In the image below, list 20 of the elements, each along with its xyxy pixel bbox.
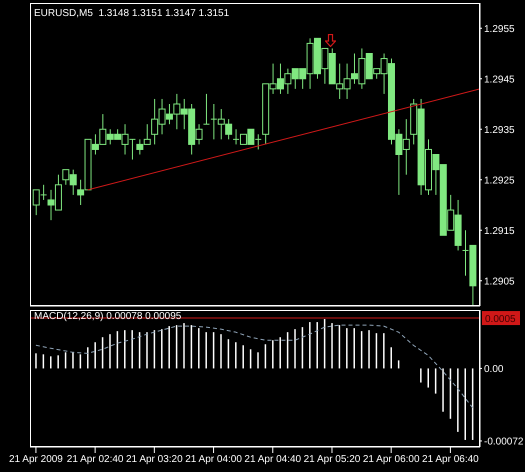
x-tick-label: 21 Apr 04:00 xyxy=(185,454,242,466)
y-tick-label: 1.2935 xyxy=(484,124,516,136)
y-tick-label: -0.00072 xyxy=(484,436,524,448)
y-tick-label: 1.2945 xyxy=(484,74,516,86)
y-tick-label: 0.00 xyxy=(484,364,504,375)
x-tick-label: 21 Apr 06:40 xyxy=(422,454,480,466)
y-tick-label: 1.2955 xyxy=(484,24,516,35)
x-tick-label: 21 Apr 2009 xyxy=(8,454,64,466)
x-tick-label: 21 Apr 04:40 xyxy=(244,454,302,466)
candlestick xyxy=(202,93,210,125)
x-tick-label: 21 Apr 03:20 xyxy=(126,454,184,466)
x-tick-label: 21 Apr 06:00 xyxy=(362,454,420,466)
x-tick-label: 21 Apr 02:40 xyxy=(66,454,124,466)
ref-line-label: 0.0005 xyxy=(485,314,516,326)
y-tick-label: 1.2905 xyxy=(484,276,516,288)
x-tick-label: 21 Apr 05:20 xyxy=(304,454,361,466)
line-series xyxy=(35,324,474,408)
text: EURUSD,M5 1.3148 1.3151 1.3147 1.3151 xyxy=(34,8,230,19)
y-tick-label: 1.2925 xyxy=(484,175,516,186)
y-tick-label: 1.2915 xyxy=(484,226,516,237)
